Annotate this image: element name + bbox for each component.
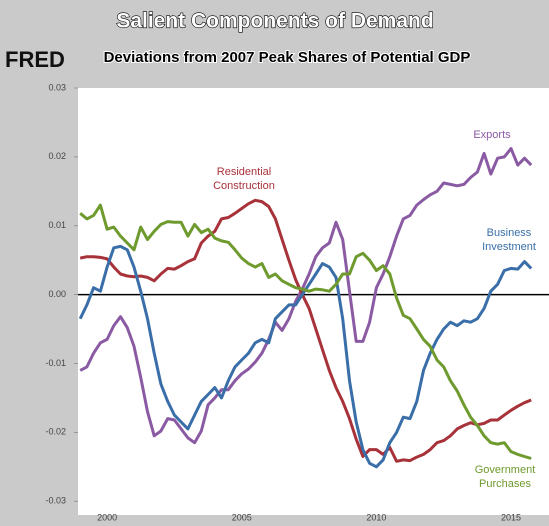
y-tick-label: -0.01 (45, 358, 66, 368)
y-tick-label: -0.03 (45, 496, 66, 506)
logo: FRED (5, 47, 65, 72)
x-tick-label: 2000 (97, 512, 117, 522)
plot-area (78, 88, 549, 515)
x-tick-label: 2010 (366, 512, 386, 522)
y-tick-label: 0.03 (48, 82, 66, 92)
series-line (79, 203, 532, 460)
series-label: Government Purchases (475, 464, 536, 490)
chart-title: Salient Components of Demand (116, 10, 433, 33)
series-line (79, 147, 533, 445)
series-label: Residential Construction (213, 166, 275, 192)
x-tick-label: 2005 (232, 512, 252, 522)
y-tick-label: 0.02 (48, 151, 66, 161)
series-label: Exports (473, 129, 511, 141)
chart-subtitle: Deviations from 2007 Peak Shares of Pote… (104, 49, 471, 66)
y-tick-label: -0.02 (45, 427, 66, 437)
series-label: Business Investment (482, 227, 536, 253)
series-line (79, 198, 532, 463)
y-tick-label: 0.00 (48, 289, 66, 299)
y-tick-label: 0.01 (48, 220, 66, 230)
x-tick-label: 2015 (501, 512, 521, 522)
